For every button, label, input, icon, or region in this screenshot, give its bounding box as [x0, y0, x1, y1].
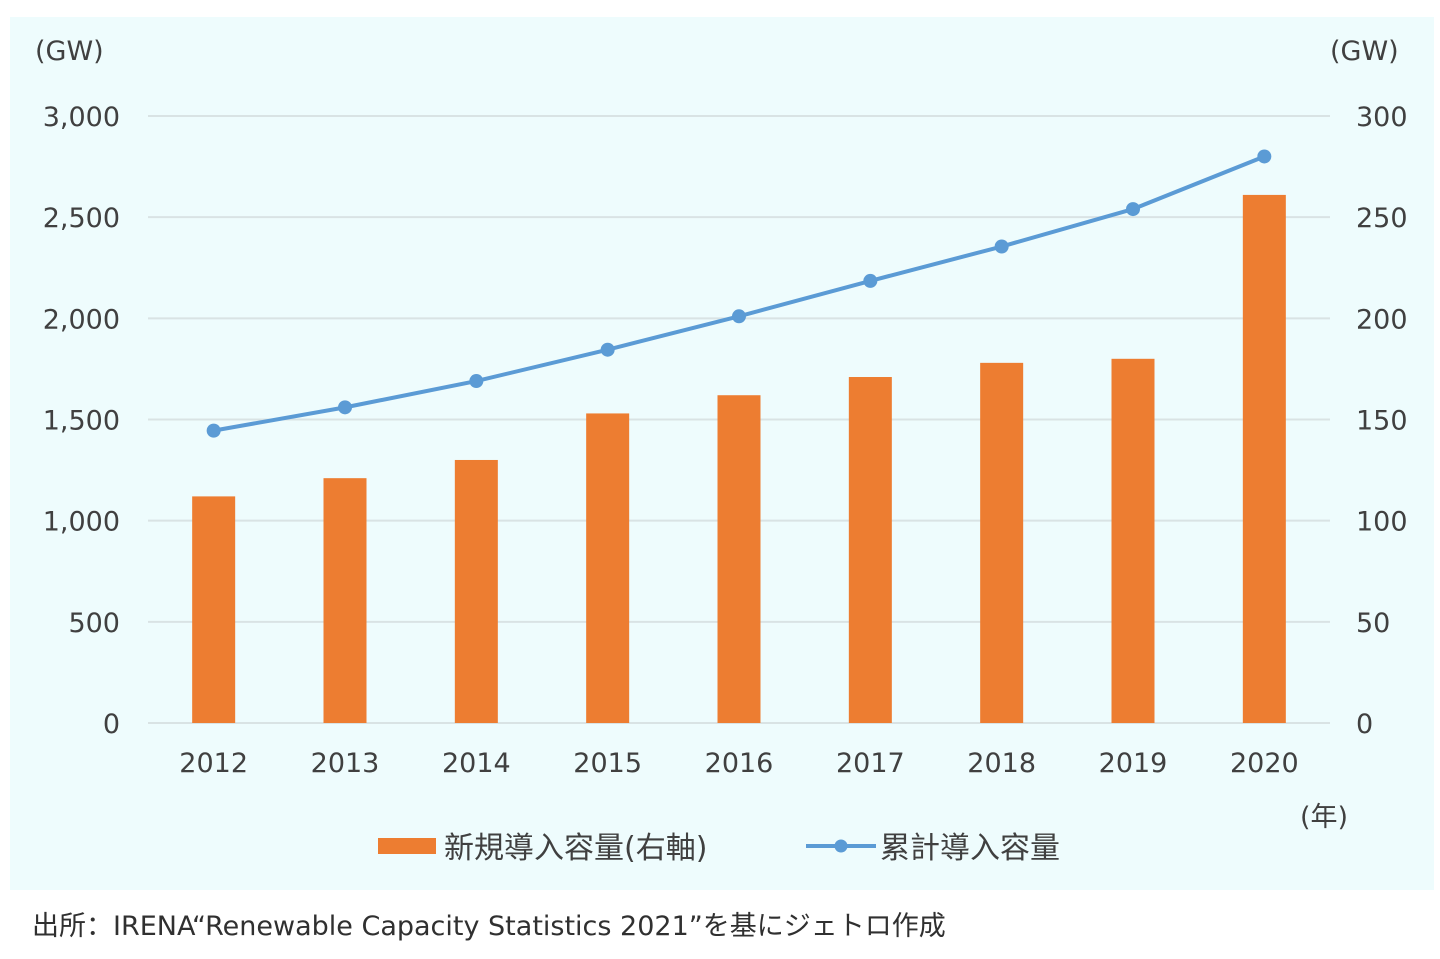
legend-line-marker — [834, 839, 848, 853]
right-tick-label: 300 — [1356, 102, 1408, 133]
left-tick-label: 0 — [103, 709, 120, 740]
x-tick-label: 2020 — [1230, 748, 1299, 779]
left-tick-label: 500 — [68, 608, 120, 639]
left-tick-label: 2,500 — [43, 203, 120, 234]
right-tick-label: 200 — [1356, 304, 1408, 335]
line-point-2012 — [206, 423, 221, 438]
right-axis-unit: (GW) — [1330, 36, 1399, 67]
bar-2016 — [717, 395, 761, 723]
bar-series — [192, 194, 1286, 723]
right-tick-label: 50 — [1356, 608, 1390, 639]
line-point-2015 — [600, 342, 615, 357]
legend-line-label: 累計導入容量 — [880, 831, 1060, 866]
x-tick-label: 2013 — [311, 748, 380, 779]
x-tick-label: 2019 — [1099, 748, 1168, 779]
bar-2017 — [848, 377, 892, 723]
combo-chart: (GW) (GW) (年) 0 0 500 50 1,000 100 1,500 150 2,0… — [35, 36, 1408, 866]
bar-2019 — [1111, 358, 1155, 723]
right-tick-label: 0 — [1356, 709, 1373, 740]
left-tick-label: 1,000 — [43, 507, 120, 538]
source-note: 出所：IRENA“Renewable Capacity Statistics 2… — [32, 911, 946, 942]
x-tick-label: 2017 — [836, 748, 905, 779]
cumulative-line — [213, 154, 1266, 433]
line-point-2017 — [863, 273, 878, 288]
bar-2018 — [980, 362, 1024, 723]
bar-2014 — [454, 459, 498, 723]
legend-bar-label: 新規導入容量(右軸) — [444, 831, 707, 866]
left-tick-label: 1,500 — [43, 406, 120, 437]
right-tick-label: 150 — [1356, 406, 1408, 437]
x-tick-label: 2012 — [179, 748, 248, 779]
right-tick-label: 250 — [1356, 203, 1408, 234]
legend: 新規導入容量(右軸) 累計導入容量 — [378, 831, 1060, 866]
line-point-2016 — [732, 309, 746, 324]
left-tick-label: 3,000 — [43, 102, 120, 133]
line-point-2019 — [1126, 202, 1140, 217]
left-axis-unit: (GW) — [35, 36, 104, 67]
bar-2012 — [192, 496, 236, 723]
x-axis-label: (年) — [1300, 802, 1348, 833]
line-point-2018 — [994, 239, 1009, 254]
bar-2015 — [586, 413, 630, 723]
x-tick-label: 2016 — [705, 748, 774, 779]
legend-bar-swatch — [378, 838, 436, 854]
axes: (GW) (GW) (年) 0 0 500 50 1,000 100 1,500 150 2,0… — [35, 36, 1408, 833]
line-point-2020 — [1257, 149, 1272, 164]
line-series — [206, 149, 1272, 438]
x-tick-label: 2015 — [573, 748, 642, 779]
x-tick-label: 2014 — [442, 748, 511, 779]
left-tick-label: 2,000 — [43, 304, 120, 335]
line-point-2014 — [469, 374, 484, 389]
bar-2020 — [1242, 194, 1286, 723]
bar-2013 — [323, 478, 367, 723]
line-point-2013 — [338, 400, 352, 415]
right-tick-label: 100 — [1356, 507, 1408, 538]
x-tick-label: 2018 — [967, 748, 1036, 779]
